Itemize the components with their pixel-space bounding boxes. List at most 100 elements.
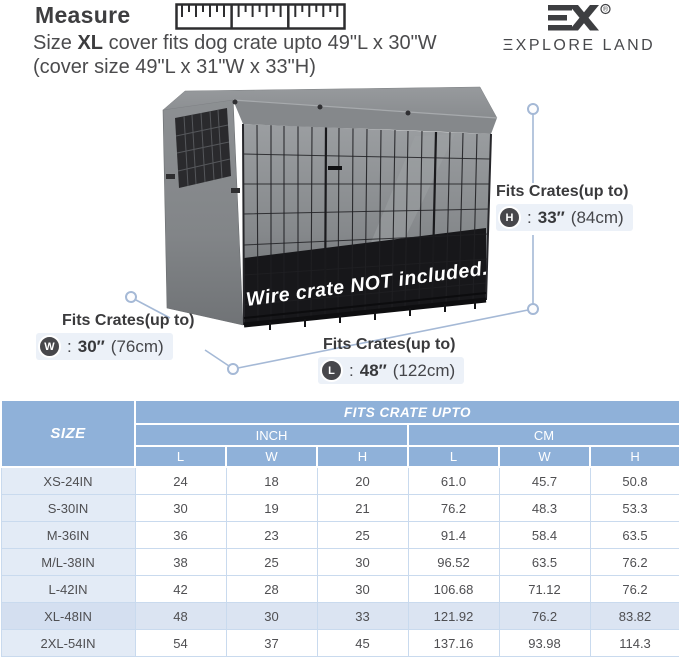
table-row: L-42IN 42 28 30 106.68 71.12 76.2	[0, 575, 679, 603]
cell: 19	[225, 494, 318, 522]
cell: 63.5	[498, 548, 591, 576]
colon: :	[527, 207, 532, 227]
size-value: XL	[77, 32, 104, 54]
table-row: 2XL-54IN 54 37 45 137.16 93.98 114.3	[0, 629, 679, 657]
size-label: XS-24IN	[0, 466, 136, 495]
cover-roof	[162, 86, 498, 134]
height-cm: (84cm)	[570, 207, 624, 227]
length-callout-value: L : 48″ (122cm)	[318, 357, 465, 384]
table-row: M/L-38IN 38 25 30 96.52 63.5 76.2	[0, 548, 679, 576]
size-label: XL-48IN	[0, 602, 136, 630]
cell: 20	[316, 466, 409, 495]
height-callout: Fits Crates(up to) H : 33″ (84cm)	[496, 183, 633, 231]
cell: 36	[134, 521, 227, 549]
brand-logo: ® ΞXPLORE LAND	[490, 2, 668, 55]
cell: 25	[225, 548, 318, 576]
cell: 76.2	[589, 575, 679, 603]
size-rest: cover fits dog crate upto 49"L x 30"W	[103, 32, 437, 54]
size-label: 2XL-54IN	[0, 629, 136, 657]
explore-land-logo-icon: ®	[548, 3, 611, 31]
cell: 93.98	[498, 629, 591, 657]
height-inches: 33″	[537, 207, 565, 227]
cell: 30	[225, 602, 318, 630]
cell: 18	[225, 466, 318, 495]
cell: 21	[316, 494, 409, 522]
cell: 30	[316, 548, 409, 576]
height-callout-value: H : 33″ (84cm)	[496, 204, 633, 231]
table-row: XS-24IN 24 18 20 61.0 45.7 50.8	[0, 466, 679, 495]
length-callout-label: Fits Crates(up to)	[323, 336, 456, 353]
cover-size-line: (cover size 49"L x 31"W x 33"H)	[33, 56, 316, 78]
cell: 137.16	[407, 629, 500, 657]
registered-mark: ®	[603, 6, 609, 14]
cell: 28	[225, 575, 318, 603]
length-badge: L	[320, 359, 343, 382]
col-header-w-inch: W	[225, 445, 318, 468]
cell: 42	[134, 575, 227, 603]
cell: 30	[316, 575, 409, 603]
cell: 76.2	[498, 602, 591, 630]
cell: 58.4	[498, 521, 591, 549]
cell: 45.7	[498, 466, 591, 495]
cell: 114.3	[589, 629, 679, 657]
cell: 38	[134, 548, 227, 576]
size-label: L-42IN	[0, 575, 136, 603]
size-label: M-36IN	[0, 521, 136, 549]
width-callout-value: W : 30″ (76cm)	[36, 333, 173, 360]
dimension-lines	[135, 114, 534, 369]
cell: 121.92	[407, 602, 500, 630]
brand-wordmark: ΞXPLORE LAND	[502, 37, 656, 54]
size-chart-table: SIZE FITS CRATE UPTO INCH CM L W H L W H…	[0, 399, 679, 657]
size-description: Size XL cover fits dog crate upto 49"L x…	[33, 31, 437, 79]
cell: 96.52	[407, 548, 500, 576]
size-label: S-30IN	[0, 494, 136, 522]
cell: 71.12	[498, 575, 591, 603]
table-row: M-36IN 36 23 25 91.4 58.4 63.5	[0, 521, 679, 549]
length-inches: 48″	[359, 360, 387, 380]
cell: 83.82	[589, 602, 679, 630]
cell: 61.0	[407, 466, 500, 495]
cell: 106.68	[407, 575, 500, 603]
dimension-endpoints	[125, 103, 539, 375]
cell: 30	[134, 494, 227, 522]
cell: 23	[225, 521, 318, 549]
inch-unit-header: INCH	[134, 423, 409, 447]
cm-unit-header: CM	[406, 423, 679, 447]
cell: 54	[134, 629, 227, 657]
cell: 45	[316, 629, 409, 657]
cell: 33	[316, 602, 409, 630]
cell: 48.3	[498, 494, 591, 522]
col-header-h-inch: H	[316, 445, 409, 468]
cell: 48	[134, 602, 227, 630]
col-header-l-inch: L	[134, 445, 227, 468]
cell: 53.3	[589, 494, 679, 522]
cover-side-panel	[162, 97, 244, 326]
size-prefix: Size	[33, 32, 72, 54]
length-cm: (122cm)	[392, 360, 456, 380]
size-column-header: SIZE	[0, 399, 136, 468]
col-header-w-cm: W	[498, 445, 591, 468]
cell: 76.2	[407, 494, 500, 522]
cell: 91.4	[407, 521, 500, 549]
col-header-h-cm: H	[588, 445, 679, 468]
width-badge: W	[38, 335, 61, 358]
height-callout-label: Fits Crates(up to)	[496, 183, 629, 200]
measure-title: Measure	[35, 2, 131, 28]
crate-cover-illustration: Wire crate NOT included.	[125, 86, 539, 375]
ruler-icon	[175, 3, 346, 30]
cell: 37	[225, 629, 318, 657]
cell: 25	[316, 521, 409, 549]
size-label: M/L-38IN	[0, 548, 136, 576]
height-badge: H	[498, 206, 521, 229]
table-title: FITS CRATE UPTO	[133, 399, 679, 425]
colon: :	[349, 360, 354, 380]
cell: 63.5	[589, 521, 679, 549]
col-header-l-cm: L	[407, 445, 500, 468]
colon: :	[67, 336, 72, 356]
length-callout: Fits Crates(up to) L : 48″ (122cm)	[318, 336, 465, 384]
width-callout-label: Fits Crates(up to)	[62, 312, 195, 329]
width-inches: 30″	[77, 336, 105, 356]
cell: 24	[134, 466, 227, 495]
cell: 76.2	[589, 548, 679, 576]
